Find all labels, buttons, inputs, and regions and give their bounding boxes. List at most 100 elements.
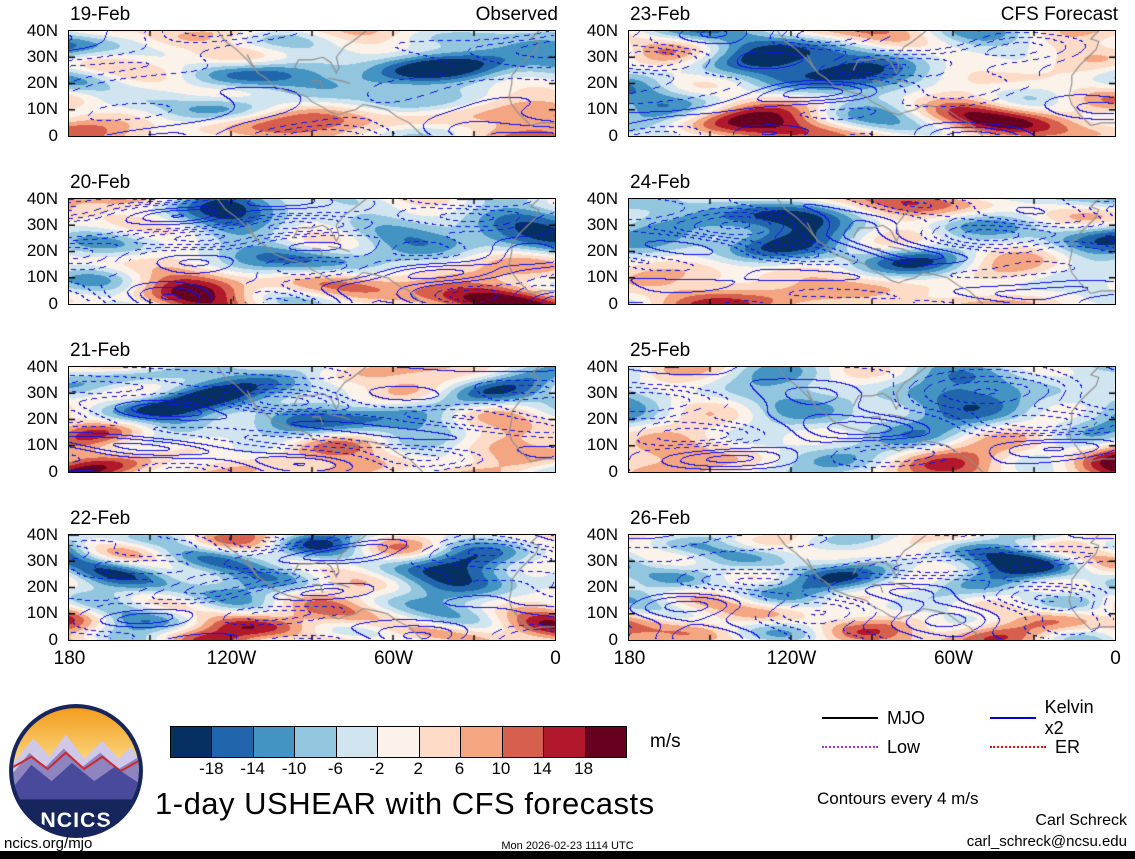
x-axis-labels-right: 180 120W 60W 0 [560,648,1121,672]
map-panel: 20-Feb 40N 30N 20N 10N 0 [0,172,558,313]
legend-line-sample [822,717,878,719]
colorbar-swatch [171,727,213,757]
colorbar-units-label: m/s [650,731,681,752]
y-tick-label: 10N [586,603,618,622]
y-tick-label: 0 [48,462,58,481]
colorbar-tick-label: 18 [574,759,594,778]
colorbar-swatch [544,727,586,757]
credit-name: Carl Schreck [1035,812,1127,829]
logo-text: NCICS [40,808,111,832]
y-tick-label: 40N [586,21,618,40]
colorbar-swatch [502,727,545,757]
colorbar-tick-label: 6 [454,759,465,778]
y-tick-label: 30N [26,383,58,402]
x-axis-labels-left: 180 120W 60W 0 [0,648,561,672]
panel-date-label: 19-Feb [70,4,131,25]
map-canvas [628,366,1116,473]
y-tick-label: 10N [586,267,618,286]
y-axis-labels: 40N 30N 20N 10N 0 [0,357,62,481]
colorbar-tick-label: 10 [491,759,511,778]
map-canvas [68,30,556,137]
colorbar-tick-label: 2 [413,759,423,778]
map-canvas [68,534,556,641]
map-canvas [628,534,1116,641]
y-tick-label: 40N [26,357,58,376]
y-tick-label: 30N [586,47,618,66]
panel-column-heading: CFS Forecast [1000,4,1118,25]
x-tick-label: 60W [373,648,414,669]
legend-item-label: Low [887,736,921,757]
timestamp: Mon 2026-02-23 1114 UTC [501,840,634,852]
y-tick-label: 40N [26,189,58,208]
map-panel: 19-Feb Observed 40N 30N 20N 10N 0 [0,4,558,145]
panel-date-label: 22-Feb [70,508,131,529]
map-panel: 21-Feb 40N 30N 20N 10N 0 [0,340,558,481]
map-canvas [68,366,556,473]
colorbar-swatch [585,727,626,757]
colorbar-swatch [378,727,420,757]
logo-red-line [13,751,139,773]
legend-item-label: Kelvin x2 [1044,697,1094,738]
map-canvas-frame [68,534,556,641]
map-canvas-frame [628,198,1116,305]
y-tick-label: 10N [26,267,58,286]
legend-line-sample [990,746,1046,748]
colorbar-swatch [295,727,337,757]
y-axis-labels: 40N 30N 20N 10N 0 [0,525,62,649]
map-canvas-frame [628,534,1116,641]
y-axis-labels: 40N 30N 20N 10N 0 [560,21,622,145]
legend-item-label: ER [1055,736,1081,757]
y-tick-label: 0 [48,294,58,313]
y-tick-label: 0 [608,630,618,649]
colorbar-tick-label: -2 [369,759,385,778]
x-tick-label: 0 [1110,648,1121,669]
map-panel: 23-Feb CFS Forecast 40N 30N 20N 10N 0 [560,4,1118,145]
y-tick-label: 10N [586,435,618,454]
y-tick-label: 30N [586,551,618,570]
x-tick-label: 120W [206,648,257,669]
colorbar-tick-label: -14 [240,759,266,778]
y-tick-label: 10N [26,99,58,118]
panel-date-label: 23-Feb [630,4,691,25]
map-panel: 22-Feb 40N 30N 20N 10N 0 [0,508,558,649]
panel-date-label: 21-Feb [70,340,131,361]
y-tick-label: 30N [586,215,618,234]
y-tick-label: 30N [26,215,58,234]
panel-date-label: 26-Feb [630,508,691,529]
y-tick-label: 20N [26,409,58,428]
map-canvas [68,198,556,305]
map-canvas [628,30,1116,137]
y-axis-labels: 40N 30N 20N 10N 0 [560,189,622,313]
y-tick-label: 0 [608,294,618,313]
y-tick-label: 20N [26,577,58,596]
map-canvas-frame [68,366,556,473]
panel-date-label: 24-Feb [630,172,691,193]
y-tick-label: 20N [586,73,618,92]
ncics-logo: NCICS [9,704,143,838]
map-canvas-frame [628,366,1116,473]
colorbar-tick-label: -6 [327,759,344,778]
colorbar-swatch [461,727,503,757]
y-tick-label: 20N [586,241,618,260]
y-tick-label: 40N [26,21,58,40]
legend-item-low: Low [822,737,920,757]
y-tick-label: 0 [608,126,618,145]
colorbar-tick-label: -18 [199,759,224,778]
y-axis-labels: 40N 30N 20N 10N 0 [0,21,62,145]
colorbar-swatch [253,727,296,757]
credit-block: Carl Schreck carl_schreck@ncsu.edu [967,810,1127,852]
y-tick-label: 10N [26,435,58,454]
panel-date-label: 25-Feb [630,340,691,361]
legend-item-label: MJO [887,707,925,728]
y-tick-label: 0 [48,126,58,145]
y-tick-label: 40N [586,357,618,376]
y-tick-label: 30N [586,383,618,402]
legend-item-er: ER [990,737,1080,757]
credit-email: carl_schreck@ncsu.edu [966,833,1127,850]
map-canvas-frame [628,30,1116,137]
y-tick-label: 40N [26,525,58,544]
y-tick-label: 30N [26,551,58,570]
legend-item-mjo: MJO [822,708,925,728]
colorbar [170,726,627,758]
x-tick-label: 180 [613,648,646,669]
